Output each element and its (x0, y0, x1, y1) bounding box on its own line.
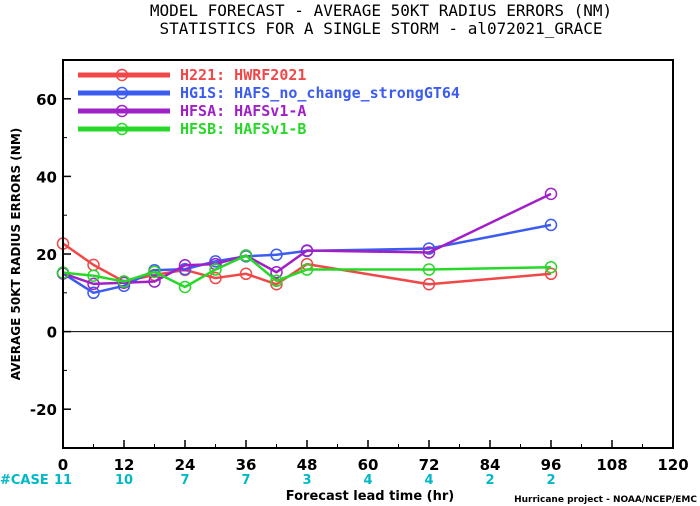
data-point (178, 280, 192, 294)
x-tick-label: 48 (297, 456, 318, 474)
data-point (87, 269, 100, 282)
data-point (300, 263, 314, 276)
data-point (148, 265, 161, 279)
x-tick-label: 0 (58, 456, 68, 474)
y-axis-label: AVERAGE 50KT RADIUS ERRORS (NM) (9, 128, 23, 380)
case-count: 3 (302, 473, 311, 488)
y-tick-label: 60 (36, 91, 57, 109)
series-line (62, 242, 552, 286)
x-tick-label: 60 (358, 456, 379, 474)
data-point (422, 278, 436, 291)
plot-frame (62, 59, 674, 449)
legend-entry: HFSB: HAFSv1-B (180, 120, 306, 138)
series-layer (56, 187, 558, 300)
y-tick-label: 40 (36, 168, 57, 186)
legend-marker (115, 104, 129, 118)
case-count: 11 (54, 473, 72, 488)
data-point (422, 263, 436, 276)
case-label: #CASE (0, 473, 49, 488)
series (56, 249, 558, 294)
data-point (209, 271, 222, 285)
chart-title: MODEL FORECAST - AVERAGE 50KT RADIUS ERR… (150, 1, 612, 20)
legend-entry: H221: HWRF2021 (180, 66, 306, 84)
case-count: 7 (241, 473, 250, 488)
data-point (422, 246, 436, 259)
case-count: 7 (180, 473, 189, 488)
x-tick-label: 84 (480, 456, 501, 474)
case-count: 2 (546, 473, 555, 488)
y-tick-labels: -20 0 20 40 60 (30, 91, 57, 419)
data-point (239, 249, 253, 262)
case-count: 4 (363, 473, 372, 488)
data-point (270, 274, 283, 288)
data-point (117, 275, 131, 288)
legend-marker (115, 122, 129, 136)
data-point (87, 277, 100, 291)
legend-entry: HFSA: HAFSv1-A (180, 102, 306, 120)
legend-entry: HG1S: HAFS_no_change_strongGT64 (180, 84, 460, 102)
series-line (62, 254, 552, 289)
x-tick-label: 108 (596, 456, 627, 474)
x-tick-labels: 0 12 24 36 48 60 72 84 96 108 120 (58, 456, 689, 474)
y-tick-label: -20 (30, 401, 57, 419)
data-point (270, 265, 283, 279)
y-tick-label: 20 (36, 246, 57, 264)
legend-marker (115, 86, 129, 100)
data-point (178, 259, 192, 272)
data-point (209, 263, 222, 276)
data-point (300, 244, 314, 257)
x-tick-label: 96 (541, 456, 562, 474)
case-counts: #CASE 11 10 7 7 3 4 4 2 2 (0, 473, 556, 488)
data-point (87, 286, 100, 300)
chart-subtitle: STATISTICS FOR A SINGLE STORM - al072021… (159, 19, 602, 38)
x-tick-label: 12 (114, 456, 135, 474)
data-point (148, 275, 161, 288)
legend-marker (115, 68, 129, 82)
data-point (544, 260, 558, 274)
case-count: 2 (485, 473, 494, 488)
x-tick-label: 72 (419, 456, 440, 474)
x-axis-label: Forecast lead time (hr) (286, 489, 454, 504)
x-tick-label: 24 (175, 456, 196, 474)
y-tick-label: 0 (47, 324, 57, 342)
data-point (544, 187, 558, 201)
axis-ticks (62, 59, 674, 449)
credit-text: Hurricane project - NOAA/NCEP/EMC (514, 495, 697, 505)
case-count: 10 (115, 473, 133, 488)
data-point (270, 248, 283, 262)
data-point (270, 278, 283, 291)
x-tick-label: 120 (657, 456, 688, 474)
data-point (544, 218, 558, 232)
x-tick-label: 36 (236, 456, 257, 474)
data-point (239, 267, 253, 281)
case-count: 4 (424, 473, 433, 488)
